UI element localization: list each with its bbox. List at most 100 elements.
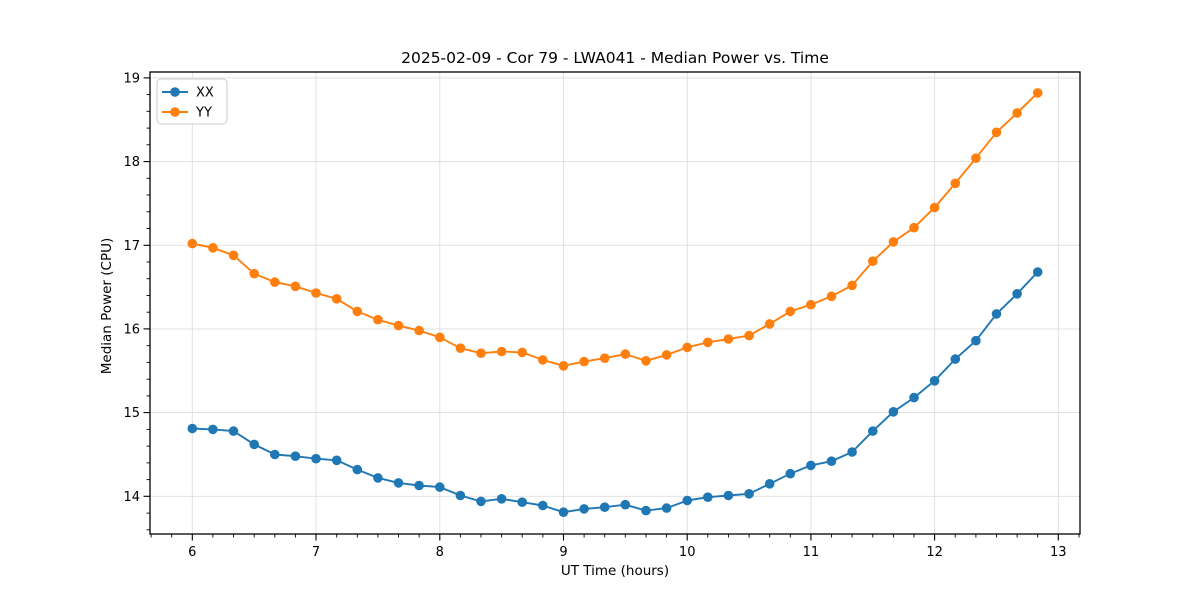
data-point	[847, 447, 857, 457]
data-point	[476, 496, 486, 507]
gridlines	[150, 72, 1080, 534]
data-point	[228, 250, 239, 261]
data-point	[187, 423, 198, 434]
data-point	[414, 480, 424, 491]
data-point	[764, 319, 775, 329]
data-point	[496, 494, 507, 504]
data-point	[373, 473, 383, 483]
data-point	[435, 482, 445, 492]
data-point	[228, 426, 239, 436]
data-point	[909, 222, 919, 233]
data-point	[208, 424, 218, 435]
data-point	[1012, 108, 1022, 118]
x-tick-label: 9	[559, 545, 567, 560]
data-point	[517, 497, 527, 508]
chart-title: 2025-02-09 - Cor 79 - LWA041 - Median Po…	[401, 49, 829, 67]
data-point	[703, 337, 713, 348]
x-tick-label: 8	[436, 545, 444, 560]
data-point	[352, 464, 363, 475]
legend-marker-sample	[170, 107, 180, 117]
data-point	[311, 453, 321, 464]
data-point	[971, 335, 981, 346]
data-point	[950, 354, 961, 364]
data-point	[888, 407, 899, 417]
data-point	[290, 451, 301, 462]
data-point	[249, 439, 259, 450]
data-point	[1032, 267, 1043, 277]
data-point	[806, 299, 816, 310]
data-point	[496, 346, 507, 357]
data-point	[847, 280, 857, 291]
data-point	[435, 332, 445, 343]
data-point	[249, 268, 259, 279]
data-point	[270, 277, 280, 287]
data-point	[579, 504, 589, 514]
y-tick-label: 15	[123, 406, 140, 421]
series-YY	[187, 88, 1043, 371]
data-point	[331, 294, 342, 304]
legend-label-XX: XX	[196, 86, 214, 101]
data-point	[929, 202, 940, 213]
data-point	[929, 376, 940, 386]
data-point	[311, 288, 321, 298]
data-point	[290, 281, 301, 292]
data-point	[971, 153, 981, 163]
data-point	[661, 350, 672, 360]
data-point	[579, 356, 589, 367]
data-point	[1012, 289, 1022, 299]
y-axis-label: Median Power (CPU)	[99, 237, 115, 375]
axes: 6 7 8 9 10 11 12 13 14 15 16 17 18 19	[123, 71, 1081, 560]
data-point	[331, 455, 342, 466]
data-point	[476, 348, 486, 359]
x-axis-label: UT Time (hours)	[560, 563, 670, 579]
legend: XX YY	[156, 78, 228, 125]
legend-label-YY: YY	[195, 106, 212, 121]
data-point	[455, 343, 466, 354]
data-point	[806, 460, 816, 471]
data-point	[744, 489, 754, 499]
data-point	[682, 342, 692, 353]
data-point	[641, 505, 651, 516]
data-point	[991, 309, 1002, 319]
data-point	[599, 353, 610, 364]
y-tick-label: 16	[123, 322, 140, 337]
data-point	[826, 291, 837, 302]
y-tick-label: 19	[123, 71, 140, 86]
y-tick-label: 14	[123, 490, 140, 505]
data-point	[620, 349, 631, 359]
data-point	[1032, 88, 1043, 98]
data-point	[950, 178, 961, 189]
data-point	[620, 499, 631, 510]
data-point	[661, 503, 672, 513]
data-point	[599, 502, 610, 512]
data-point	[868, 426, 878, 436]
data-point	[208, 243, 218, 253]
series-XX	[187, 267, 1043, 517]
data-point	[682, 495, 692, 506]
data-point	[868, 256, 878, 267]
data-point	[393, 320, 404, 331]
data-point	[558, 361, 569, 371]
data-point	[744, 330, 754, 341]
data-point	[641, 356, 651, 366]
y-tick-label: 17	[123, 239, 140, 254]
data-point	[723, 334, 734, 344]
x-tick-label: 13	[1050, 545, 1067, 560]
data-point	[909, 392, 919, 403]
y-tick-label: 18	[123, 155, 140, 170]
x-tick-label: 7	[312, 545, 320, 560]
data-point	[270, 449, 280, 460]
data-point	[517, 347, 527, 358]
data-point	[703, 492, 713, 503]
data-point	[785, 306, 796, 317]
data-point	[414, 325, 424, 336]
data-point	[373, 314, 383, 325]
data-point	[352, 306, 363, 317]
series-line-XX	[192, 271, 1039, 514]
x-tick-label: 10	[679, 545, 696, 560]
legend-box	[156, 78, 228, 125]
data-point	[991, 127, 1002, 138]
data-point	[764, 479, 775, 489]
data-point	[538, 355, 548, 365]
